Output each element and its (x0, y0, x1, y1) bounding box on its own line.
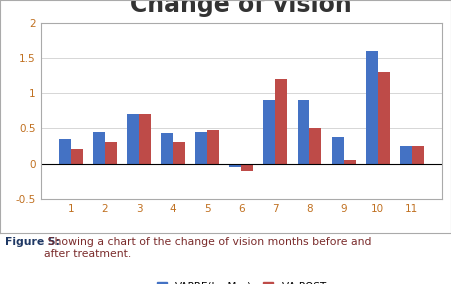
Bar (241, 164, 253, 171)
Bar (195, 132, 207, 164)
Bar (139, 114, 151, 164)
Bar (344, 160, 355, 164)
Bar (276, 79, 287, 164)
Bar (331, 137, 344, 164)
Bar (412, 146, 424, 164)
Legend: VAPRE(logMar), VA POST: VAPRE(logMar), VA POST (152, 277, 330, 284)
Bar (71, 149, 83, 164)
Bar (366, 51, 377, 164)
Bar (377, 72, 390, 164)
Bar (263, 100, 276, 164)
Bar (309, 128, 322, 164)
Bar (298, 100, 309, 164)
Bar (59, 139, 71, 164)
Text: Showing a chart of the change of vision months before and
after treatment.: Showing a chart of the change of vision … (44, 237, 372, 259)
Bar (230, 164, 241, 167)
Bar (127, 114, 139, 164)
Text: Figure 5:: Figure 5: (5, 237, 60, 247)
Bar (173, 143, 185, 164)
Bar (400, 146, 412, 164)
Bar (161, 133, 173, 164)
Title: Change of vision: Change of vision (130, 0, 352, 16)
Bar (207, 130, 219, 164)
Bar (105, 143, 117, 164)
Bar (93, 132, 105, 164)
